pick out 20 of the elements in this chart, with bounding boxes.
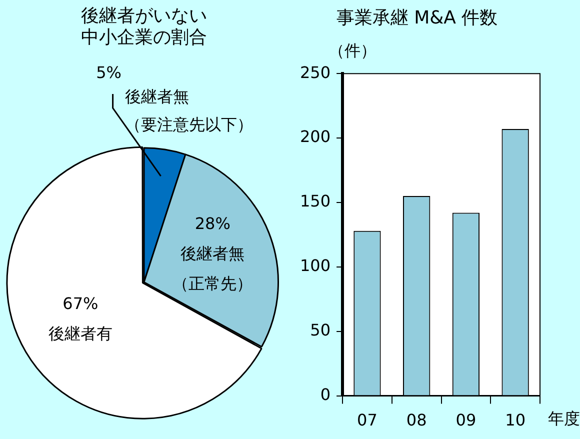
y-tick-label: 200 xyxy=(300,127,331,146)
y-tick-label: 0 xyxy=(320,384,331,404)
data-label: 28% xyxy=(194,214,230,234)
x-tick-label: 09 xyxy=(456,410,476,430)
y-tick-label: 250 xyxy=(300,62,331,82)
x-axis-title: 年度 xyxy=(548,408,580,428)
y-tick-label: 100 xyxy=(300,256,331,276)
y-tick-label: 150 xyxy=(300,192,331,211)
y-tick-label: 50 xyxy=(310,320,331,340)
chart-title: 事業承継 M&A 件数 xyxy=(336,7,498,28)
chart-title: 後継者がいない中小企業の割合 xyxy=(81,5,207,48)
slice-label: 後継者無（正常先） xyxy=(172,244,253,294)
data-label: 67% xyxy=(62,294,98,313)
x-tick-label: 07 xyxy=(357,410,378,430)
y-axis-title: （件） xyxy=(328,40,377,60)
slice-label: 後継者有 xyxy=(48,324,112,343)
data-label: 5% xyxy=(96,63,122,82)
slice-label: 後継者無（要注意先以下） xyxy=(124,87,253,134)
x-tick-label: 08 xyxy=(406,410,427,430)
x-tick-label: 10 xyxy=(505,410,526,430)
